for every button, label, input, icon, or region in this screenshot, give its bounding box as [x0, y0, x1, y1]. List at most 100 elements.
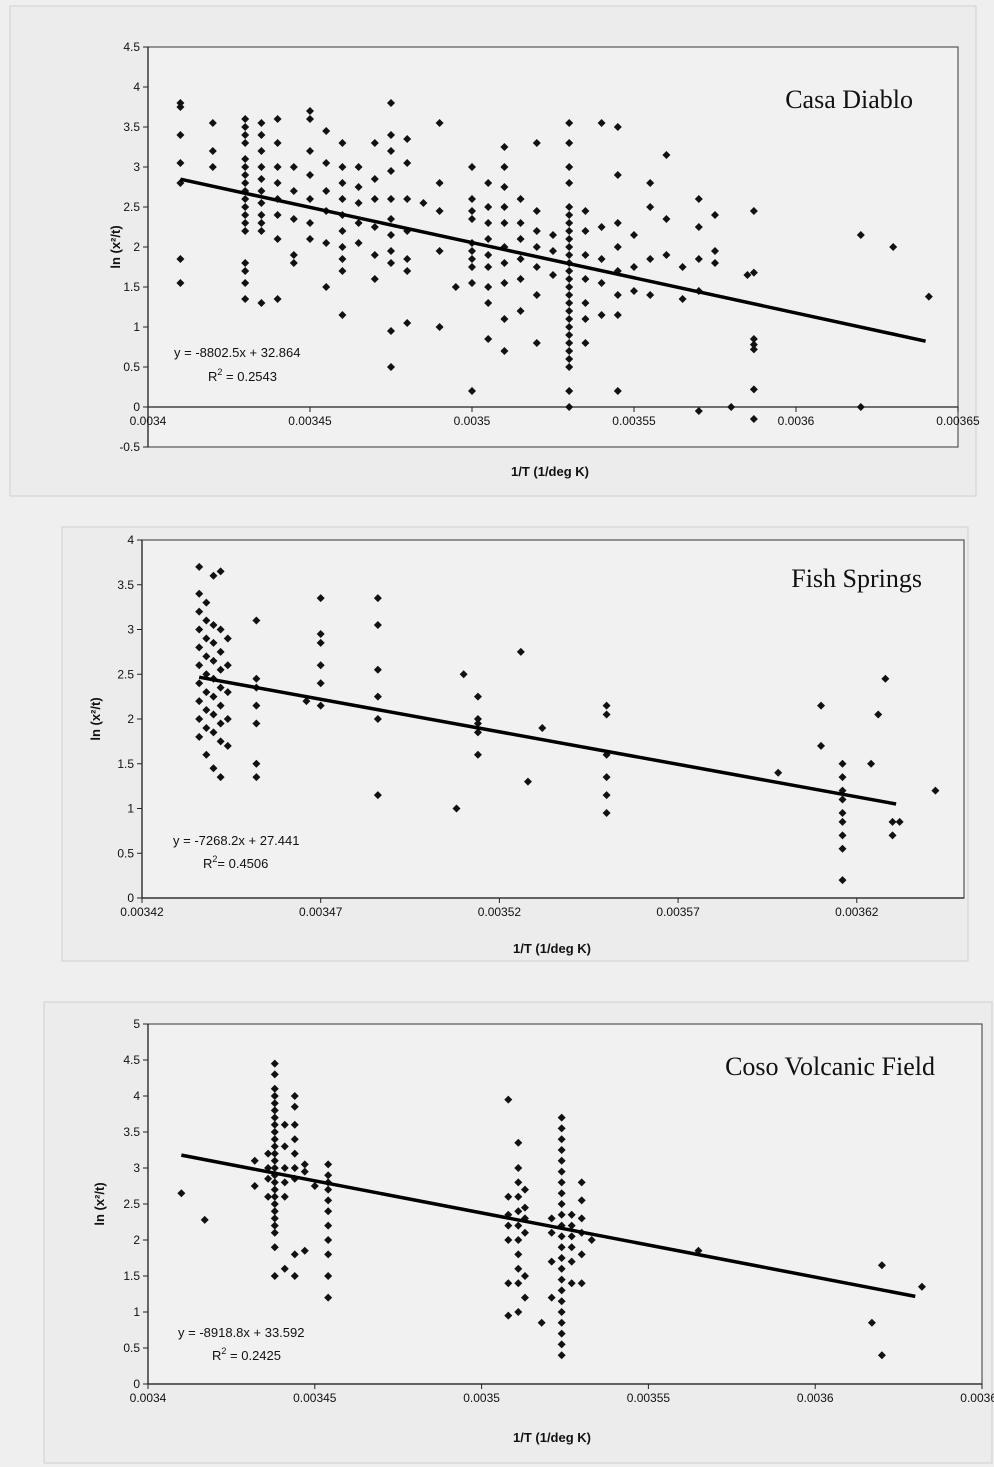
data-point — [749, 340, 758, 349]
data-point — [694, 223, 703, 231]
data-point — [451, 283, 460, 291]
data-point — [324, 1207, 333, 1216]
data-point — [514, 1192, 523, 1201]
data-point — [387, 99, 395, 107]
data-point — [514, 1264, 523, 1273]
data-point — [557, 1113, 566, 1122]
data-point — [354, 163, 363, 171]
data-point — [257, 187, 266, 195]
data-point — [565, 363, 574, 371]
data-point — [403, 319, 412, 327]
y-tick-label: 5 — [133, 1017, 140, 1031]
data-point — [435, 247, 444, 255]
data-point — [532, 291, 541, 299]
data-point — [565, 139, 574, 147]
data-point — [565, 267, 574, 275]
data-point — [646, 179, 655, 187]
data-point — [557, 1189, 566, 1198]
data-point — [694, 195, 703, 203]
data-point — [500, 163, 509, 171]
data-point — [838, 795, 847, 804]
x-tick-label: 0.0035 — [463, 1391, 500, 1405]
y-tick-label: 2 — [133, 1233, 140, 1247]
data-point — [917, 1282, 926, 1291]
data-point — [577, 1178, 586, 1187]
data-point — [514, 1279, 523, 1288]
data-point — [223, 741, 232, 750]
data-point — [889, 243, 898, 251]
data-point — [597, 223, 606, 231]
data-point — [270, 1243, 279, 1252]
data-point — [557, 1340, 566, 1349]
data-point — [270, 1214, 279, 1223]
data-point — [565, 387, 574, 395]
data-point — [338, 139, 347, 147]
data-point — [387, 247, 395, 255]
data-point — [520, 1293, 529, 1302]
data-point — [257, 175, 266, 183]
data-point — [202, 616, 211, 625]
data-point — [306, 195, 314, 203]
data-point — [520, 1272, 529, 1280]
data-point — [302, 697, 311, 706]
data-point — [216, 665, 225, 674]
chart-coso-volcanic-field-svg: 0 0.5 1 1.5 2 2.5 3 3.5 4 4.5 5 0.0034 0.00345 0.0035… — [43, 1001, 994, 1464]
data-point — [354, 239, 363, 247]
data-point — [195, 697, 204, 706]
data-point — [223, 688, 232, 697]
data-point — [749, 345, 758, 354]
y-tick-label: 0 — [133, 1377, 140, 1391]
data-point — [306, 147, 314, 155]
data-point — [209, 621, 218, 630]
chart-title: Coso Volcanic Field — [725, 1052, 935, 1081]
y-tick-label: 2 — [127, 712, 134, 726]
data-point — [241, 131, 250, 139]
data-point — [547, 1257, 556, 1266]
data-point — [387, 195, 395, 203]
data-point — [241, 267, 250, 275]
y-tick-label: 0 — [127, 891, 134, 905]
data-point — [514, 1178, 523, 1187]
data-point — [504, 1192, 513, 1201]
r-squared: R2= 0.4506 — [203, 854, 268, 871]
data-point — [280, 1120, 289, 1129]
data-point — [523, 777, 532, 786]
data-point — [387, 231, 395, 239]
data-point — [387, 167, 395, 175]
data-point — [290, 1120, 299, 1129]
data-point — [216, 647, 225, 656]
data-point — [931, 786, 940, 795]
data-point — [270, 1142, 279, 1151]
data-point — [322, 187, 331, 195]
data-point — [300, 1160, 309, 1169]
data-point — [270, 1059, 279, 1068]
data-point — [516, 235, 525, 243]
data-point — [270, 1106, 279, 1115]
data-point — [264, 1149, 273, 1158]
data-point — [338, 255, 347, 263]
data-point — [270, 1099, 279, 1108]
data-point — [252, 773, 261, 782]
x-tick-label: 0.00345 — [293, 1391, 337, 1405]
data-point — [289, 187, 298, 195]
data-point — [324, 1250, 333, 1259]
data-point — [565, 323, 574, 331]
data-point — [270, 1128, 279, 1136]
y-tick-label: 1 — [127, 802, 134, 816]
data-point — [484, 283, 493, 291]
data-point — [500, 259, 509, 267]
data-point — [195, 679, 204, 688]
data-point — [273, 295, 282, 303]
r-squared-value: = 0.4506 — [217, 856, 268, 871]
data-point — [597, 279, 606, 287]
data-point — [370, 275, 379, 283]
data-point — [176, 255, 185, 263]
y-tick-label: 2.5 — [123, 1197, 140, 1211]
y-tick-label: 3 — [133, 160, 140, 174]
data-point — [468, 247, 476, 255]
data-point — [547, 1228, 556, 1237]
data-point — [577, 1196, 586, 1205]
data-point — [273, 115, 282, 123]
data-point — [216, 683, 225, 692]
data-point — [270, 1084, 279, 1093]
